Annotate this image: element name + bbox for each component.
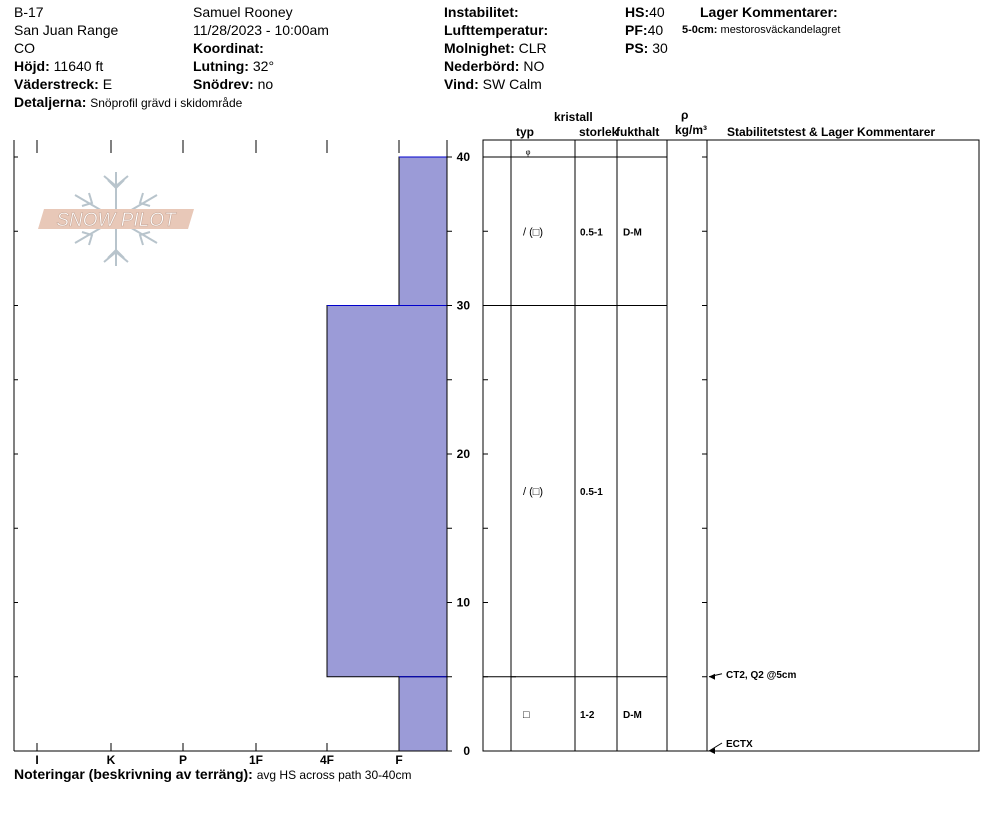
observer-name: Samuel Rooney [193, 4, 293, 20]
layer-moisture-0: D-M [623, 227, 642, 238]
wind-row: Vind: SW Calm [444, 77, 542, 91]
drift-row: Snödrev: no [193, 77, 273, 91]
type-header: typ [516, 125, 534, 139]
details-row: Detaljerna: Snöprofil grävd i skidområde [14, 95, 242, 109]
size-header: storlek [579, 125, 619, 139]
wind-value: SW Calm [482, 76, 542, 92]
airtemp-row: Lufttemperatur: [444, 23, 548, 37]
ps-value: 30 [652, 40, 668, 56]
pf-row: PF:40 [625, 23, 663, 37]
pf-label: PF: [625, 22, 648, 38]
layer-crystal-type-0: / (□) [523, 226, 543, 238]
layer-crystal-type-2: □ [523, 709, 530, 721]
sky-value: CLR [518, 40, 547, 56]
hs-label: HS: [625, 4, 650, 20]
aspect-value: E [102, 76, 113, 92]
test-pointer-1 [708, 742, 723, 752]
x-tick-label-4F: 4F [320, 753, 334, 767]
layer-crystal-size-1: 0.5-1 [580, 487, 603, 498]
y-tick-label-30: 30 [457, 299, 471, 313]
drift-value: no [257, 76, 274, 92]
wind-label: Vind: [444, 76, 479, 92]
coord-row: Koordinat: [193, 41, 264, 55]
coord-label: Koordinat: [193, 40, 264, 56]
logo-banner [38, 209, 194, 229]
elevation-label: Höjd: [14, 58, 50, 74]
hardness-bar-0 [398, 156, 448, 306]
layer-crystal-size-0: 0.5-1 [580, 227, 603, 238]
layer-comment-row: 5-0cm: mestorosväckandelagret [682, 25, 840, 36]
slope-value: 32° [252, 58, 275, 74]
crystal-header: kristall [554, 110, 593, 124]
observation-datetime: 11/28/2023 - 10:00am [193, 22, 329, 38]
x-tick-label-F: F [395, 753, 402, 767]
state-name: CO [14, 40, 35, 56]
elevation-value: 11640 ft [53, 58, 104, 74]
precip-label: Nederbörd: [444, 58, 520, 74]
y-tick-label-40: 40 [457, 150, 471, 164]
layer-comment-text: mestorosväckandelagret [720, 24, 841, 36]
x-tick-label-K: K [107, 753, 116, 767]
layer-comment-depth: 5-0cm: [682, 24, 718, 36]
layer-comments-label: Lager Kommentarer: [700, 4, 838, 20]
layer-crystal-type-1: / (□) [523, 486, 543, 498]
layer-table-frame [482, 139, 980, 752]
details-value: Snöprofil grävd i skidområde [90, 96, 243, 110]
logo-text: SNOW PILOT [56, 210, 177, 231]
airtemp-label: Lufttemperatur: [444, 22, 549, 38]
slope-row: Lutning: 32° [193, 59, 274, 73]
hardness-bar-2 [398, 676, 448, 752]
stability-header: Stabilitetstest & Lager Kommentarer [727, 125, 936, 139]
density-symbol: ρ [681, 108, 689, 122]
y-tick-label-0: 0 [463, 744, 470, 758]
notes-label: Noteringar (beskrivning av terräng): [14, 766, 253, 782]
hs-row: HS:40 [625, 5, 665, 19]
aspect-label: Väderstreck: [14, 76, 99, 92]
site-name: B-17 [14, 4, 44, 20]
x-tick-label-1F: 1F [249, 753, 263, 767]
x-tick-label-I: I [35, 753, 38, 767]
test-arrow-0 [709, 673, 715, 680]
sky-row: Molnighet: CLR [444, 41, 547, 55]
precip-value: NO [523, 58, 545, 74]
snowpilot-logo: SNOW PILOT [38, 172, 194, 266]
surface-symbol: ᵩ [526, 145, 531, 157]
instability-label: Instabilitet: [444, 4, 519, 20]
pf-value: 40 [647, 22, 664, 38]
moisture-header: fukthalt [616, 125, 660, 139]
drift-label: Snödrev: [193, 76, 254, 92]
notes-row: Noteringar (beskrivning av terräng): avg… [14, 767, 411, 781]
y-tick-label-10: 10 [457, 596, 471, 610]
test-arrow-1 [709, 748, 715, 754]
density-unit: kg/m³ [675, 123, 708, 137]
layer-crystal-size-2: 1-2 [580, 710, 595, 721]
notes-value: avg HS across path 30-40cm [256, 768, 412, 782]
ps-row: PS: 30 [625, 41, 668, 55]
x-tick-label-P: P [179, 753, 187, 767]
ps-label: PS: [625, 40, 649, 56]
sky-label: Molnighet: [444, 40, 515, 56]
test-label-0: CT2, Q2 @5cm [726, 670, 796, 681]
details-label: Detaljerna: [14, 94, 87, 110]
range-name: San Juan Range [14, 22, 119, 38]
slope-label: Lutning: [193, 58, 249, 74]
hardness-bar-1 [326, 305, 448, 678]
layer-moisture-2: D-M [623, 710, 642, 721]
precip-row: Nederbörd: NO [444, 59, 544, 73]
y-tick-label-20: 20 [457, 447, 471, 461]
hs-value: 40 [649, 4, 665, 20]
aspect-row: Väderstreck: E [14, 77, 112, 91]
elevation-row: Höjd: 11640 ft [14, 59, 103, 73]
test-label-1: ECTX [726, 739, 753, 750]
instability-row: Instabilitet: [444, 5, 519, 19]
